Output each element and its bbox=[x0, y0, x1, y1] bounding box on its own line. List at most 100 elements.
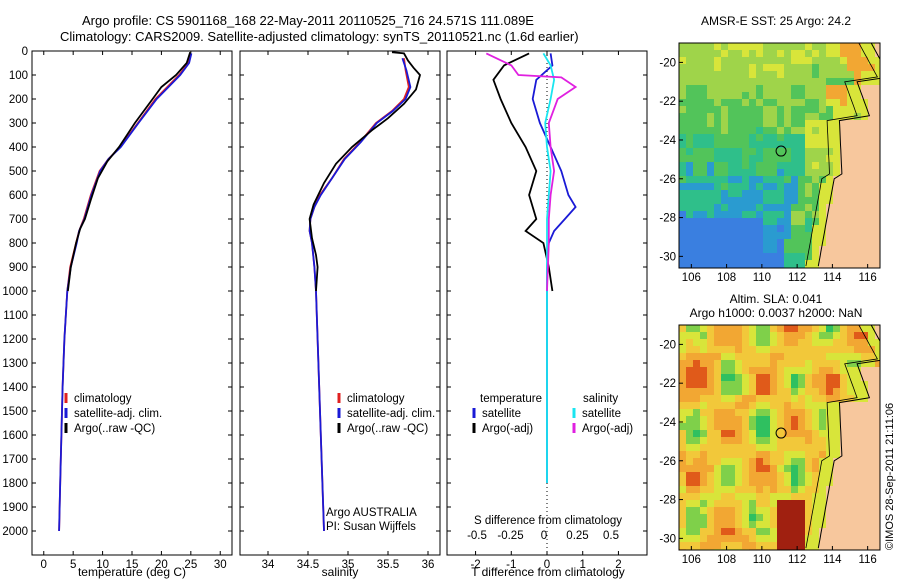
map-field-cell bbox=[770, 367, 778, 375]
map-field-cell bbox=[798, 437, 806, 445]
map-field-cell bbox=[812, 402, 820, 410]
map-field-cell bbox=[756, 395, 764, 403]
map-field-cell bbox=[777, 458, 785, 466]
map-field-cell bbox=[868, 542, 876, 550]
map-field-cell bbox=[791, 472, 799, 480]
map-field-cell bbox=[826, 113, 834, 121]
argo-float-marker bbox=[775, 145, 787, 157]
map-field-cell bbox=[784, 148, 792, 156]
map-field-cell bbox=[847, 360, 855, 368]
map-field-cell bbox=[791, 134, 799, 142]
legend-label: Argo(..raw -QC) bbox=[347, 423, 428, 435]
map-field-cell bbox=[749, 162, 757, 170]
map-field-cell bbox=[784, 57, 792, 65]
map-field-cell bbox=[868, 57, 876, 65]
map-field-cell bbox=[854, 458, 862, 466]
map-field-cell bbox=[847, 486, 855, 494]
map-field-cell bbox=[679, 332, 687, 340]
map-field-cell bbox=[756, 260, 764, 268]
map-field-cell bbox=[735, 43, 743, 51]
map-field-cell bbox=[721, 409, 729, 417]
map-field-cell bbox=[679, 521, 687, 529]
map-field-cell bbox=[700, 120, 708, 128]
map-field-cell bbox=[861, 246, 869, 254]
map-field-cell bbox=[805, 155, 813, 163]
map-field-cell bbox=[742, 57, 750, 65]
map-field-cell bbox=[798, 528, 806, 536]
map-field-cell bbox=[798, 246, 806, 254]
map-field-cell bbox=[861, 190, 869, 198]
map-field-cell bbox=[854, 444, 862, 452]
map-field-cell bbox=[854, 120, 862, 128]
map-field-cell bbox=[847, 253, 855, 261]
map-field-cell bbox=[756, 360, 764, 368]
map-field-cell bbox=[686, 106, 694, 114]
map-field-cell bbox=[819, 339, 827, 347]
map-field-cell bbox=[784, 493, 792, 501]
map-field-cell bbox=[756, 113, 764, 121]
map-field-cell bbox=[798, 134, 806, 142]
map-field-cell bbox=[686, 395, 694, 403]
map-field-cell bbox=[707, 141, 715, 149]
map-field-cell bbox=[854, 493, 862, 501]
map-field-cell bbox=[686, 204, 694, 212]
map-field-cell bbox=[693, 458, 701, 466]
map-field-cell bbox=[707, 500, 715, 508]
map-field-cell bbox=[728, 113, 736, 121]
map-field-cell bbox=[875, 204, 880, 212]
map-field-cell bbox=[875, 500, 880, 508]
map-field-cell bbox=[742, 458, 750, 466]
map-field-cell bbox=[826, 155, 834, 163]
map-field-cell bbox=[875, 57, 880, 65]
map-field-cell bbox=[728, 423, 736, 431]
map-field-cell bbox=[735, 402, 743, 410]
map-field-cell bbox=[833, 486, 841, 494]
map-field-cell bbox=[854, 92, 862, 100]
map-field-cell bbox=[749, 367, 757, 375]
map-field-cell bbox=[777, 232, 785, 240]
map-field-cell bbox=[714, 232, 722, 240]
map-field-cell bbox=[854, 141, 862, 149]
map-field-cell bbox=[749, 120, 757, 128]
map-field-cell bbox=[721, 239, 729, 247]
map-field-cell bbox=[819, 141, 827, 149]
map-field-cell bbox=[714, 106, 722, 114]
map-field-cell bbox=[819, 106, 827, 114]
map-field-cell bbox=[749, 479, 757, 487]
map-field-cell bbox=[679, 50, 687, 58]
map-field-cell bbox=[805, 479, 813, 487]
map-field-cell bbox=[819, 437, 827, 445]
map-field-cell bbox=[805, 437, 813, 445]
map-field-cell bbox=[756, 465, 764, 473]
map-field-cell bbox=[707, 155, 715, 163]
map-field-cell bbox=[693, 514, 701, 522]
map-field-cell bbox=[707, 197, 715, 205]
map-field-cell bbox=[854, 232, 862, 240]
map-field-cell bbox=[791, 535, 799, 543]
map-field-cell bbox=[875, 246, 880, 254]
map-field-cell bbox=[721, 458, 729, 466]
map-field-cell bbox=[847, 381, 855, 389]
map-field-cell bbox=[854, 260, 862, 268]
map-field-cell bbox=[756, 106, 764, 114]
map-field-cell bbox=[721, 535, 729, 543]
map-field-cell bbox=[868, 141, 876, 149]
map-field-cell bbox=[805, 78, 813, 86]
map-field-cell bbox=[693, 127, 701, 135]
map-field-cell bbox=[721, 437, 729, 445]
map-field-cell bbox=[763, 134, 771, 142]
map-field-cell bbox=[868, 528, 876, 536]
map-field-cell bbox=[679, 218, 687, 226]
map-field-cell bbox=[770, 437, 778, 445]
map-field-cell bbox=[812, 50, 820, 58]
map-field-cell bbox=[714, 162, 722, 170]
map-field-cell bbox=[777, 535, 785, 543]
map-xtick-label: 112 bbox=[788, 554, 806, 566]
legend-label: satellite bbox=[482, 408, 521, 420]
map-field-cell bbox=[714, 113, 722, 121]
map-field-cell bbox=[756, 542, 764, 550]
map-field-cell bbox=[707, 353, 715, 361]
map-field-cell bbox=[805, 260, 813, 268]
legend-label: satellite-adj. clim. bbox=[74, 408, 162, 420]
legend-label: Argo(..raw -QC) bbox=[74, 423, 155, 435]
